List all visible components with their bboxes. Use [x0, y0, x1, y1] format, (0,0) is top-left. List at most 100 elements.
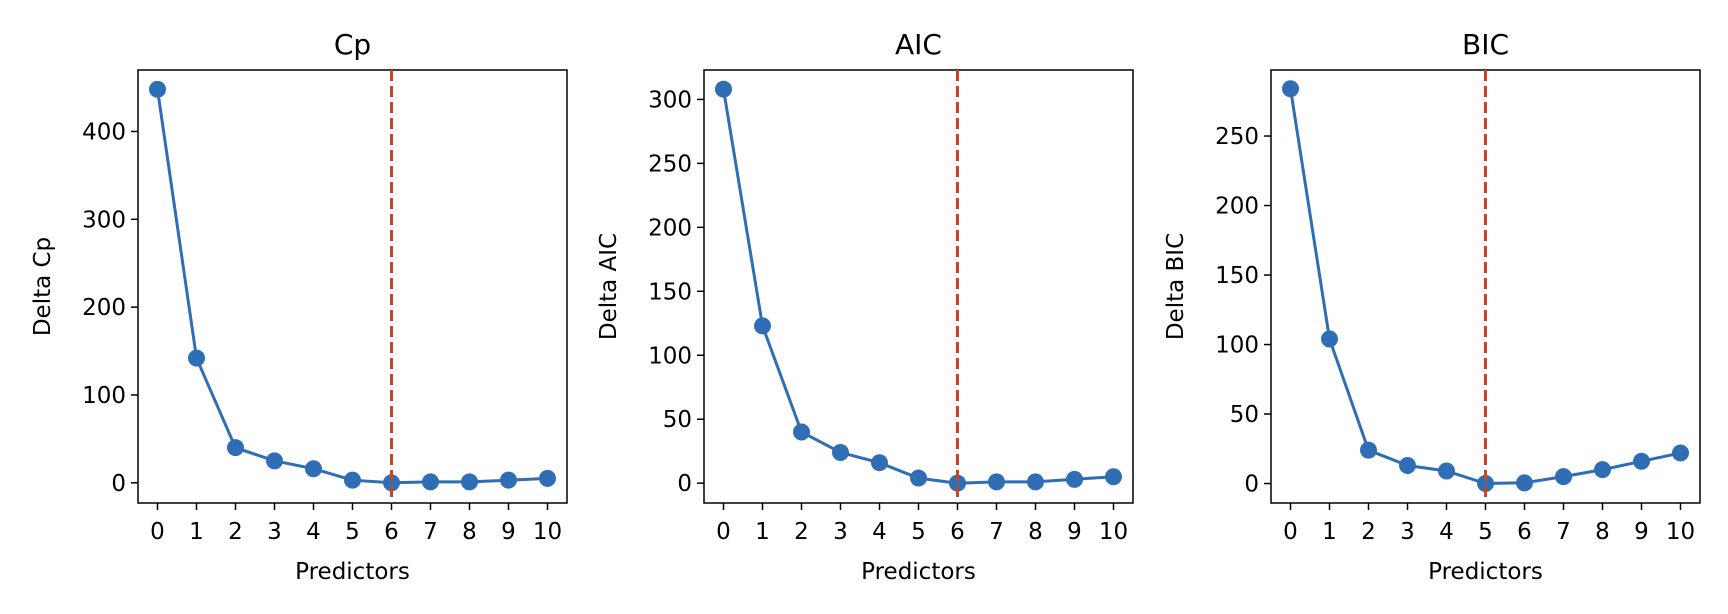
x-tick-label: 5	[1478, 519, 1493, 545]
x-tick-label: 1	[1322, 519, 1337, 545]
x-tick-label: 6	[1517, 519, 1532, 545]
y-tick-label: 100	[648, 343, 692, 369]
data-point	[1282, 80, 1299, 98]
x-tick-label: 1	[189, 519, 204, 545]
data-point	[793, 423, 810, 441]
x-tick-label: 10	[1666, 519, 1695, 545]
x-tick-label: 8	[462, 519, 477, 545]
y-tick-label: 100	[82, 383, 126, 409]
x-tick-label: 5	[911, 519, 926, 545]
y-tick-label: 100	[1215, 333, 1259, 359]
x-tick-label: 0	[150, 519, 165, 545]
data-point	[1477, 475, 1494, 493]
y-axis-label: Delta BIC	[1163, 233, 1189, 340]
data-point	[344, 471, 361, 489]
x-tick-label: 5	[345, 519, 360, 545]
x-tick-label: 9	[1634, 519, 1649, 545]
x-tick-label: 4	[872, 519, 887, 545]
x-tick-label: 2	[228, 519, 243, 545]
y-tick-label: 200	[648, 215, 692, 241]
data-point	[305, 460, 322, 478]
data-point	[1672, 444, 1689, 462]
y-tick-label: 0	[1244, 472, 1259, 498]
series-line	[722, 88, 1114, 485]
x-axis-label: Predictors	[1428, 559, 1543, 585]
axes-frame	[703, 69, 1134, 504]
data-point	[1633, 452, 1650, 470]
data-point	[1321, 330, 1338, 348]
data-point	[832, 443, 849, 461]
chart-title: BIC	[1462, 28, 1509, 61]
x-tick-label: 4	[1439, 519, 1454, 545]
x-tick-label: 7	[989, 519, 1004, 545]
x-tick-label: 7	[423, 519, 438, 545]
data-point	[188, 349, 205, 367]
data-point	[1516, 474, 1533, 492]
panel-cp: Cp Predictors Delta Cp 0 1 2 3 4 5 6 7 8 9 1001002…	[30, 28, 568, 585]
y-tick-label: 0	[677, 471, 692, 497]
data-point	[383, 474, 400, 492]
x-tick-label: 8	[1028, 519, 1043, 545]
y-tick-label: 300	[648, 87, 692, 113]
data-point	[1066, 470, 1083, 488]
data-point	[227, 439, 244, 457]
x-tick-label: 4	[306, 519, 321, 545]
x-tick-label: 0	[716, 519, 731, 545]
x-axis-label: Predictors	[861, 559, 976, 585]
x-tick-label: 1	[755, 519, 770, 545]
y-tick-label: 50	[1230, 402, 1259, 428]
y-axis-label: Delta Cp	[30, 237, 56, 336]
y-tick-label: 400	[82, 119, 126, 145]
data-point	[715, 80, 732, 98]
y-tick-label: 150	[648, 279, 692, 305]
panel-bic: BIC Predictors Delta BIC 0 1 2 3 4 5 6 7 8 9 10050…	[1163, 28, 1701, 585]
data-point	[1438, 462, 1455, 480]
x-tick-label: 6	[950, 519, 965, 545]
data-point	[422, 473, 439, 491]
y-tick-label: 250	[1215, 124, 1259, 150]
x-tick-label: 7	[1556, 519, 1571, 545]
x-axis-label: Predictors	[295, 559, 410, 585]
data-point	[754, 317, 771, 335]
data-point	[871, 454, 888, 472]
data-point	[1105, 468, 1122, 486]
data-point	[500, 471, 517, 489]
data-point	[949, 474, 966, 492]
y-tick-label: 300	[82, 207, 126, 233]
x-tick-label: 0	[1283, 519, 1298, 545]
data-point	[266, 452, 283, 470]
data-point	[1594, 461, 1611, 479]
x-tick-label: 9	[1067, 519, 1082, 545]
data-point	[1555, 468, 1572, 486]
y-tick-label: 0	[111, 471, 126, 497]
y-tick-label: 50	[663, 407, 692, 433]
data-point	[1399, 456, 1416, 474]
y-tick-label: 200	[82, 295, 126, 321]
data-point	[539, 469, 556, 487]
data-point	[1027, 473, 1044, 491]
chart-title: Cp	[334, 28, 371, 61]
x-tick-label: 2	[794, 519, 809, 545]
x-tick-label: 10	[533, 519, 562, 545]
x-tick-label: 3	[1400, 519, 1415, 545]
x-tick-label: 8	[1595, 519, 1610, 545]
x-tick-label: 9	[501, 519, 516, 545]
data-point	[461, 473, 478, 491]
y-tick-label: 150	[1215, 263, 1259, 289]
x-tick-label: 10	[1099, 519, 1128, 545]
data-point	[910, 469, 927, 487]
x-tick-label: 3	[267, 519, 282, 545]
y-axis-label: Delta AIC	[596, 233, 622, 340]
x-tick-label: 2	[1361, 519, 1376, 545]
y-tick-label: 200	[1215, 194, 1259, 220]
x-tick-label: 6	[384, 519, 399, 545]
axes-frame	[137, 69, 568, 504]
x-tick-label: 3	[833, 519, 848, 545]
y-tick-label: 250	[648, 151, 692, 177]
data-point	[988, 473, 1005, 491]
data-point	[149, 80, 166, 98]
chart-title: AIC	[895, 28, 942, 61]
series-line	[156, 89, 548, 485]
data-point	[1360, 441, 1377, 459]
